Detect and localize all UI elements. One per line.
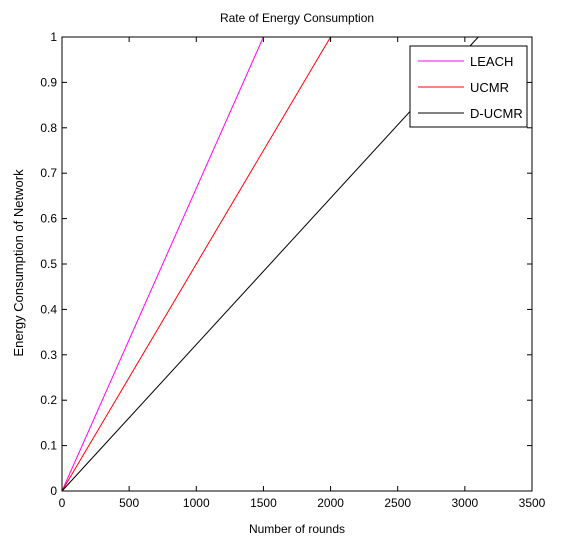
x-tick-label: 500 bbox=[119, 496, 139, 510]
y-tick-label: 0.5 bbox=[40, 257, 57, 271]
series-line-leach bbox=[61, 36, 264, 492]
y-tick-label: 0.1 bbox=[40, 439, 57, 453]
legend-label-ucmr: UCMR bbox=[470, 80, 509, 95]
y-tick-label: 0.9 bbox=[40, 75, 57, 89]
legend: LEACH UCMR D-UCMR bbox=[409, 45, 528, 128]
x-axis-label: Number of rounds bbox=[249, 522, 345, 536]
series-line-ucmr bbox=[61, 36, 332, 492]
y-tick-label: 0.3 bbox=[40, 348, 57, 362]
legend-label-leach: LEACH bbox=[470, 54, 513, 69]
y-tick-label: 0.4 bbox=[40, 302, 57, 316]
y-tick-label: 0.2 bbox=[40, 393, 57, 407]
x-tick-label: 3500 bbox=[519, 496, 546, 510]
chart-title: Rate of Energy Consumption bbox=[220, 11, 374, 25]
x-tick-label: 1500 bbox=[250, 496, 277, 510]
y-tick-label: 0.6 bbox=[40, 212, 57, 226]
y-tick-label: 0 bbox=[50, 484, 57, 498]
y-tick-label: 0.7 bbox=[40, 166, 57, 180]
x-tick-label: 0 bbox=[59, 496, 66, 510]
x-tick-label: 2500 bbox=[384, 496, 411, 510]
legend-label-d-ucmr: D-UCMR bbox=[470, 106, 523, 121]
y-tick-label: 1 bbox=[50, 30, 57, 44]
y-axis-label: Energy Consumption of Network bbox=[11, 169, 26, 357]
series-line-d-ucmr bbox=[61, 36, 479, 492]
x-tick-label: 1000 bbox=[183, 496, 210, 510]
x-tick-label: 2000 bbox=[317, 496, 344, 510]
x-tick-label: 3000 bbox=[452, 496, 479, 510]
y-tick-label: 0.8 bbox=[40, 121, 57, 135]
series-layer bbox=[61, 36, 479, 492]
ticks-layer: 0 500 1000 1500 2000 2500 3000 3500 0 0.1 0.2 0.3 0.… bbox=[40, 30, 545, 510]
